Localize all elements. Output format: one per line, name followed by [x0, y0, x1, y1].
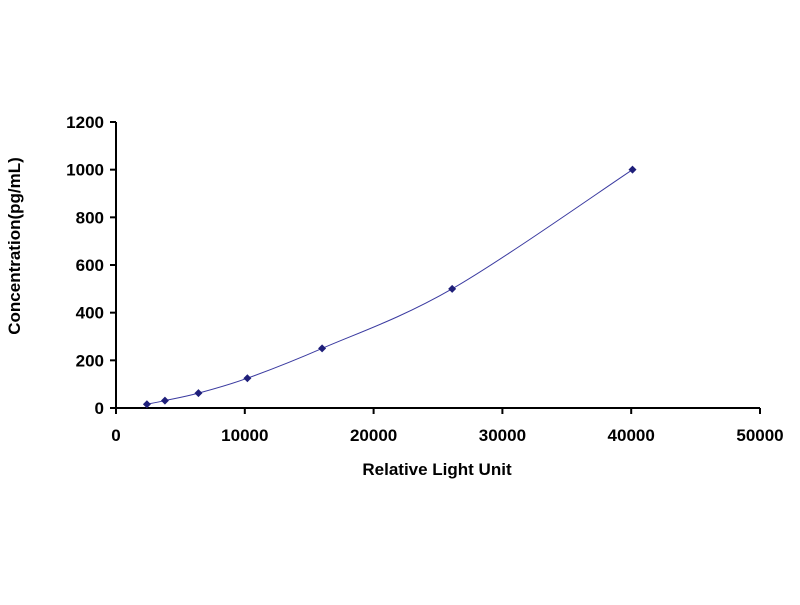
data-point-diamond [160, 396, 169, 405]
y-tick-label: 0 [95, 399, 104, 418]
data-point-diamond [628, 165, 637, 174]
y-axis-ticks: 0 200 400 600 800 1000 1200 [66, 113, 116, 418]
series-points [142, 165, 637, 409]
x-axis-ticks: 0 10000 20000 30000 40000 50000 [111, 408, 784, 445]
series-curve [146, 169, 633, 405]
x-tick-label: 30000 [479, 426, 526, 445]
x-axis-label: Relative Light Unit [362, 460, 512, 479]
x-tick-label: 40000 [608, 426, 655, 445]
y-tick-label: 400 [76, 304, 104, 323]
axes [115, 122, 760, 409]
y-tick-label: 1200 [66, 113, 104, 132]
y-axis-label: Concentration(pg/mL) [5, 157, 24, 335]
y-tick-label: 1000 [66, 161, 104, 180]
y-tick-label: 800 [76, 208, 104, 227]
data-point-diamond [448, 284, 457, 293]
y-tick-label: 200 [76, 351, 104, 370]
x-tick-label: 10000 [221, 426, 268, 445]
data-point-diamond [194, 389, 203, 398]
x-tick-label: 50000 [736, 426, 783, 445]
y-tick-label: 600 [76, 256, 104, 275]
data-point-diamond [318, 344, 327, 353]
data-point-diamond [142, 400, 151, 409]
x-tick-label: 0 [111, 426, 120, 445]
data-point-diamond [243, 374, 252, 383]
x-tick-label: 20000 [350, 426, 397, 445]
